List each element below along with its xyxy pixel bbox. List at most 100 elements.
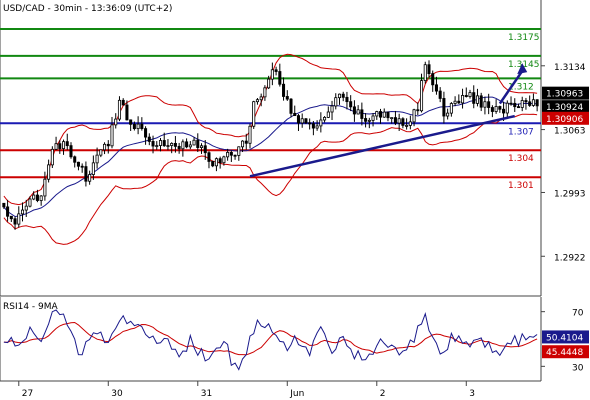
candle-body [405, 125, 409, 127]
candle-body [345, 96, 349, 103]
candle-body [50, 148, 54, 166]
candle-body [151, 141, 155, 147]
candle-body [144, 128, 148, 138]
bollinger-upper [3, 53, 538, 206]
candle-body [472, 92, 476, 104]
candle-body [416, 109, 420, 112]
time-tick-label: 30 [111, 389, 123, 399]
candle-body [304, 118, 308, 124]
arrow-head [517, 63, 528, 75]
candle-body [88, 174, 92, 182]
candle-body [513, 102, 517, 108]
support-trendline [249, 114, 516, 178]
candle-body [129, 119, 133, 125]
candle-body [211, 161, 215, 167]
candle-body [408, 121, 412, 126]
candle-body [229, 152, 233, 156]
candle-body [311, 123, 315, 129]
candle-body [352, 106, 356, 115]
price-axis: 1.3134 1.3063 1.2993 1.2922 1.30963 1.30924 1.… [541, 63, 589, 263]
level-label-0: 1.3175 [508, 33, 540, 43]
candle-body [490, 107, 494, 112]
current-price-box [542, 86, 589, 100]
candle-body [259, 96, 263, 101]
candle-body [80, 165, 84, 168]
candle-body [226, 152, 230, 158]
time-tick-label: 27 [22, 389, 33, 399]
candle-body [147, 136, 151, 142]
candle-body [446, 112, 450, 117]
candle-body [136, 123, 140, 130]
bollinger-lower [3, 113, 538, 245]
candle-body [91, 162, 95, 175]
candle-body [162, 140, 166, 147]
price-tick-label: 1.3134 [554, 63, 586, 73]
candle-body [6, 206, 10, 217]
time-tick-label: 2 [380, 389, 386, 399]
candle-body [73, 156, 77, 163]
current-price-box [542, 100, 589, 114]
candle-body [32, 194, 36, 200]
candle-body [121, 99, 125, 106]
candle-body [192, 139, 196, 146]
candle-body [334, 97, 338, 107]
candle-body [360, 109, 364, 119]
candle-body [99, 149, 103, 156]
candle-body [117, 99, 121, 120]
candle-body [509, 102, 513, 105]
candle-body [13, 218, 17, 225]
candle-body [423, 64, 427, 82]
candle-body [464, 95, 468, 97]
candle-body [140, 123, 144, 129]
candle-body [166, 145, 170, 147]
rsi-line [3, 309, 538, 371]
candle-body [20, 209, 25, 215]
price-pane: 1.3175 1.3145 1.312 1.307 1.304 1.301 USD/CAD… [0, 0, 542, 297]
candle-body [337, 93, 342, 99]
candle-body [233, 154, 237, 157]
candle-body [341, 93, 345, 98]
candle-body [248, 125, 252, 144]
candle-body [528, 101, 532, 106]
candle-body [84, 166, 88, 182]
candle-body [199, 145, 204, 148]
time-tick-label: 3 [469, 389, 475, 399]
candle-body [9, 215, 13, 220]
candle-body [270, 69, 274, 80]
candle-body [293, 112, 297, 117]
candle-body [431, 73, 435, 86]
candle-body [356, 109, 360, 115]
level-label-3: 1.307 [508, 127, 534, 137]
candle-body [285, 96, 289, 100]
candle-body [244, 140, 248, 144]
candle-body [214, 158, 218, 167]
candle-body [185, 141, 189, 148]
candle-body [278, 71, 282, 85]
candle-body [457, 100, 461, 104]
candles-group [2, 60, 539, 230]
current-price-box [542, 111, 589, 125]
candle-body [103, 143, 107, 151]
candle-body [24, 205, 28, 211]
candle-body [267, 78, 271, 89]
current-price-label: 1.30924 [546, 103, 583, 113]
candle-body [461, 95, 465, 104]
candle-body [274, 69, 278, 72]
candle-body [28, 198, 32, 207]
level-label-2: 1.312 [508, 82, 534, 92]
candle-body [296, 115, 300, 124]
candle-body [58, 143, 62, 149]
candle-body [69, 145, 73, 158]
candle-body [349, 101, 353, 108]
rsi-current-box [542, 345, 589, 359]
candle-body [427, 64, 431, 75]
candle-body [475, 95, 479, 104]
candle-body [188, 144, 192, 148]
candle-body [300, 118, 304, 124]
candle-body [95, 154, 99, 164]
candle-body [289, 98, 293, 114]
candle-body [237, 146, 241, 156]
chart-title: USD/CAD - 30min - 13:36:09 (UTC+2) [3, 4, 172, 14]
price-tick-label: 1.3063 [554, 127, 586, 137]
candle-body [319, 119, 323, 127]
